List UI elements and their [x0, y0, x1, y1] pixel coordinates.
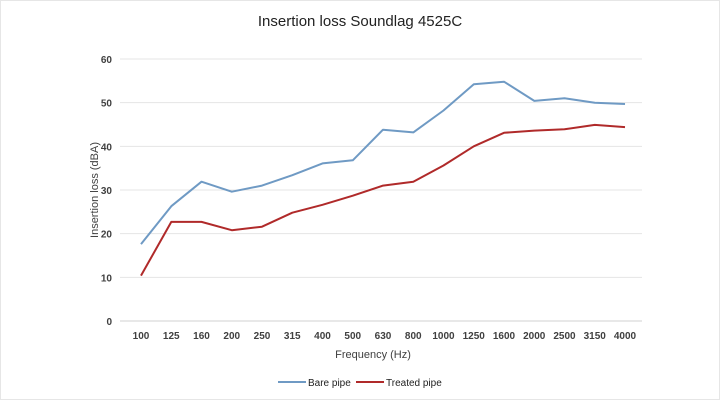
x-tick-label: 2000	[523, 331, 546, 342]
legend-label: Bare pipe	[308, 378, 351, 389]
x-tick-label: 800	[405, 331, 422, 342]
x-tick-label: 3150	[584, 331, 607, 342]
legend-label: Treated pipe	[386, 378, 442, 389]
chart-title: Insertion loss Soundlag 4525C	[258, 13, 462, 30]
y-tick-label: 50	[101, 99, 113, 110]
x-tick-label: 500	[344, 331, 361, 342]
y-tick-label: 60	[101, 55, 113, 66]
x-tick-label: 1600	[493, 331, 516, 342]
x-tick-label: 4000	[614, 331, 637, 342]
x-tick-label: 160	[193, 331, 210, 342]
y-axis-label: Insertion loss (dBA)	[89, 142, 101, 238]
x-tick-label: 1250	[463, 331, 486, 342]
legend: Bare pipe Treated pipe	[278, 378, 442, 389]
y-tick-label: 20	[101, 230, 113, 241]
x-tick-label: 2500	[553, 331, 576, 342]
x-axis-label: Frequency (Hz)	[335, 349, 411, 361]
y-tick-label: 30	[101, 186, 113, 197]
x-tick-label: 250	[254, 331, 271, 342]
x-tick-label: 125	[163, 331, 180, 342]
y-tick-label: 10	[101, 273, 113, 284]
y-tick-label: 0	[106, 317, 112, 328]
x-tick-label: 100	[133, 331, 150, 342]
x-tick-label: 400	[314, 331, 331, 342]
x-tick-label: 200	[223, 331, 240, 342]
x-tick-label: 315	[284, 331, 301, 342]
y-tick-label: 40	[101, 142, 113, 153]
x-tick-label: 1000	[432, 331, 455, 342]
x-tick-label: 630	[375, 331, 392, 342]
